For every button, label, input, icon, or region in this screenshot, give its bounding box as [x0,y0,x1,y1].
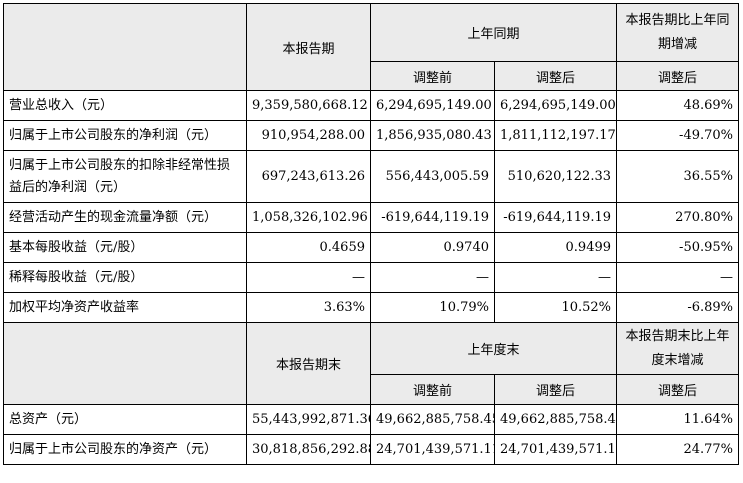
header-prior-period: 上年同期 [369,3,618,62]
row-label: 经营活动产生的现金流量净额（元） [3,202,247,233]
row-change: -49.70% [616,120,740,151]
row-current: 9,359,580,668.12 [246,90,371,121]
row-current: 0.4659 [246,232,371,263]
row-change: 36.55% [616,150,740,203]
row-label: 营业总收入（元） [3,90,247,121]
row-before: — [370,262,495,293]
row-label: 加权平均净资产收益率 [3,292,247,323]
row-current: 697,243,613.26 [246,150,371,203]
header-after-adjust: 调整后 [493,374,618,405]
table-row: 经营活动产生的现金流量净额（元） 1,058,326,102.96 -619,6… [3,202,740,233]
table-row: 稀释每股收益（元/股） — — — — [3,262,740,293]
row-label: 归属于上市公司股东的净利润（元） [3,120,247,151]
row-after: 510,620,122.33 [493,150,618,203]
row-change: 48.69% [616,90,740,121]
row-change: -50.95% [616,232,740,263]
header-change-after-adjust: 调整后 [616,61,740,91]
header-row-1: 本报告期 上年同期 本报告期比上年同期增减 [3,3,740,91]
header-change: 本报告期比上年同期增减 [616,3,740,62]
table-row: 基本每股收益（元/股） 0.4659 0.9740 0.9499 -50.95% [3,232,740,263]
row-after: 1,811,112,197.17 [493,120,618,151]
row-label: 总资产（元） [3,404,247,435]
row-change: 11.64% [616,404,740,435]
row-after: — [493,262,618,293]
row-after: 0.9499 [493,232,618,263]
row-label: 归属于上市公司股东的扣除非经常性损益后的净利润（元） [3,150,247,203]
financial-summary-table: 本报告期 上年同期 本报告期比上年同期增减 调整前 调整后 调整后 营业总收入（… [3,3,740,465]
row-before: 556,443,005.59 [370,150,495,203]
row-label: 归属于上市公司股东的净资产（元） [3,434,247,465]
row-current: 30,818,856,292.88 [246,434,371,465]
row-change: 270.80% [616,202,740,233]
header-change-after-adjust: 调整后 [616,374,740,405]
table-row: 归属于上市公司股东的扣除非经常性损益后的净利润（元） 697,243,613.2… [3,150,740,203]
row-before: 0.9740 [370,232,495,263]
row-before: 6,294,695,149.00 [370,90,495,121]
header-before-adjust: 调整前 [370,374,495,405]
header-empty-cell [3,322,247,405]
row-before: 24,701,439,571.11 [370,434,495,465]
row-after: 6,294,695,149.00 [493,90,618,121]
row-change: -6.89% [616,292,740,323]
row-current: 55,443,992,871.36 [246,404,371,435]
header-row-2: 调整前 调整后 调整后 [4,61,740,91]
row-after: -619,644,119.19 [493,202,618,233]
header-empty-cell [3,3,247,91]
row-change: 24.77% [616,434,740,465]
header-current-period: 本报告期 [246,3,371,91]
row-before: -619,644,119.19 [370,202,495,233]
header-prior-year-end: 上年度末 [369,322,618,375]
header-after-adjust: 调整后 [493,61,618,91]
row-current: — [246,262,371,293]
header-change-end: 本报告期末比上年度末增减 [616,322,740,375]
row-change: — [616,262,740,293]
table-row: 总资产（元） 55,443,992,871.36 49,662,885,758.… [3,404,740,435]
row-after: 24,701,439,571.11 [493,434,618,465]
header-row-3: 本报告期末 上年度末 本报告期末比上年度末增减 [3,322,740,405]
table-row: 归属于上市公司股东的净资产（元） 30,818,856,292.88 24,70… [3,434,740,465]
row-label: 稀释每股收益（元/股） [3,262,247,293]
header-before-adjust: 调整前 [370,61,495,91]
row-after: 49,662,885,758.45 [493,404,618,435]
table-row: 营业总收入（元） 9,359,580,668.12 6,294,695,149.… [3,90,740,121]
row-current: 1,058,326,102.96 [246,202,371,233]
row-current: 3.63% [246,292,371,323]
row-before: 49,662,885,758.45 [370,404,495,435]
table-row: 归属于上市公司股东的净利润（元） 910,954,288.00 1,856,93… [3,120,740,151]
table-row: 加权平均净资产收益率 3.63% 10.79% 10.52% -6.89% [3,292,740,323]
header-current-period-end: 本报告期末 [246,322,371,405]
row-after: 10.52% [493,292,618,323]
row-label: 基本每股收益（元/股） [3,232,247,263]
row-before: 10.79% [370,292,495,323]
header-row-4: 调整前 调整后 调整后 [4,374,740,405]
row-current: 910,954,288.00 [246,120,371,151]
row-before: 1,856,935,080.43 [370,120,495,151]
